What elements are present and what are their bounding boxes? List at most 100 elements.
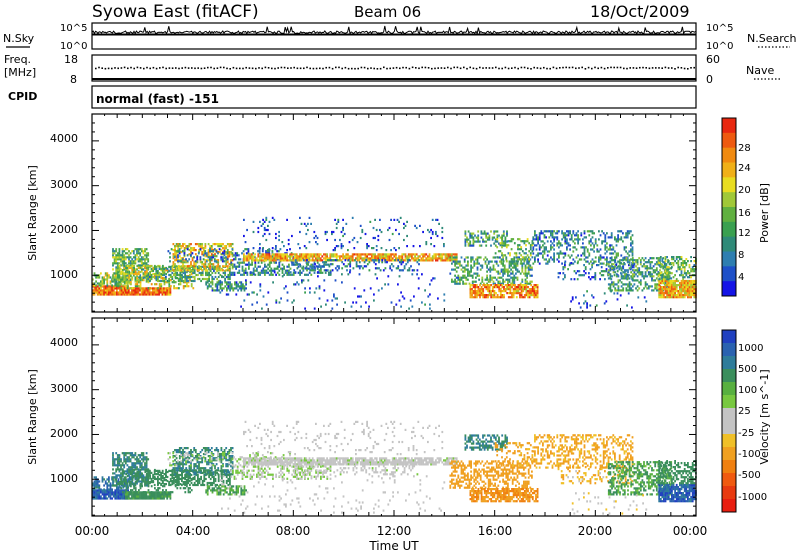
data-point	[566, 230, 568, 233]
data-point	[605, 270, 608, 273]
data-point	[671, 294, 673, 297]
data-point	[201, 253, 204, 256]
data-point	[674, 294, 676, 297]
data-point	[198, 245, 200, 248]
data-point	[96, 291, 99, 294]
data-point	[230, 243, 232, 246]
data-point	[523, 252, 526, 255]
data-point	[537, 238, 539, 241]
data-point	[516, 278, 519, 281]
data-point	[423, 255, 426, 258]
data-point	[677, 290, 680, 293]
data-point	[123, 456, 126, 459]
data-point	[231, 263, 234, 266]
data-point	[229, 265, 231, 268]
data-point	[248, 263, 250, 266]
data-point	[620, 254, 623, 257]
data-point	[140, 264, 143, 267]
data-point	[655, 285, 658, 288]
data-point	[192, 269, 194, 273]
data-point	[139, 293, 141, 296]
data-point	[604, 248, 607, 251]
data-point	[93, 293, 96, 296]
data-point	[296, 263, 299, 266]
data-point	[262, 253, 264, 256]
data-point	[625, 259, 628, 262]
data-point	[603, 302, 606, 305]
power-cbar-tick-20: 20	[738, 185, 751, 196]
data-point	[467, 260, 469, 263]
power-cbar-tick-8: 8	[738, 250, 744, 261]
colorbar-segment	[722, 266, 736, 282]
data-point	[144, 274, 146, 277]
data-point	[538, 234, 541, 237]
data-point	[403, 267, 406, 270]
data-point	[186, 260, 189, 263]
data-point	[517, 290, 520, 293]
data-point	[583, 302, 585, 305]
data-point	[655, 287, 658, 290]
data-point	[287, 243, 290, 246]
data-point	[252, 252, 255, 255]
data-point	[120, 273, 123, 276]
data-point	[243, 261, 245, 264]
data-point	[690, 256, 692, 259]
data-point	[366, 263, 369, 266]
data-point	[221, 289, 223, 292]
data-point	[685, 294, 688, 297]
data-point	[136, 250, 138, 253]
data-point	[477, 286, 480, 289]
data-point	[398, 232, 400, 236]
data-point	[243, 285, 246, 288]
data-point	[95, 289, 97, 292]
data-point	[431, 257, 434, 260]
data-point	[367, 253, 370, 256]
data-point	[559, 242, 562, 245]
data-point	[639, 283, 642, 286]
data-point	[479, 256, 482, 259]
data-point	[411, 269, 414, 272]
data-point	[334, 297, 337, 300]
data-point	[265, 238, 268, 242]
data-point	[474, 234, 476, 237]
data-point	[480, 292, 483, 295]
data-point	[535, 286, 537, 289]
data-point	[364, 257, 367, 260]
data-point	[464, 240, 467, 243]
data-point	[109, 280, 112, 283]
data-point	[201, 271, 204, 275]
data-point	[109, 287, 112, 290]
data-point	[559, 252, 562, 255]
data-point	[534, 256, 536, 259]
data-point	[594, 274, 597, 277]
data-point	[617, 240, 619, 243]
data-point	[561, 232, 563, 235]
data-point	[377, 253, 380, 256]
data-point	[139, 285, 142, 288]
data-point	[304, 307, 306, 310]
data-point	[131, 264, 134, 268]
data-point	[630, 238, 632, 241]
data-point	[680, 279, 683, 283]
data-point	[299, 269, 301, 272]
data-point	[604, 246, 607, 249]
data-point	[635, 265, 637, 268]
data-point	[206, 285, 209, 288]
data-point	[96, 486, 99, 489]
data-point	[238, 269, 241, 272]
data-point	[281, 255, 284, 258]
data-point	[232, 271, 234, 274]
data-point	[641, 271, 644, 274]
data-point	[104, 285, 107, 288]
data-point	[244, 257, 247, 260]
data-point	[524, 282, 527, 285]
data-point	[345, 257, 348, 260]
data-point	[641, 257, 644, 260]
data-point	[168, 279, 170, 283]
data-point	[510, 240, 513, 243]
data-point	[183, 267, 186, 270]
data-point	[273, 259, 276, 262]
data-point	[144, 262, 146, 265]
data-point	[150, 264, 153, 268]
data-point	[225, 256, 227, 259]
